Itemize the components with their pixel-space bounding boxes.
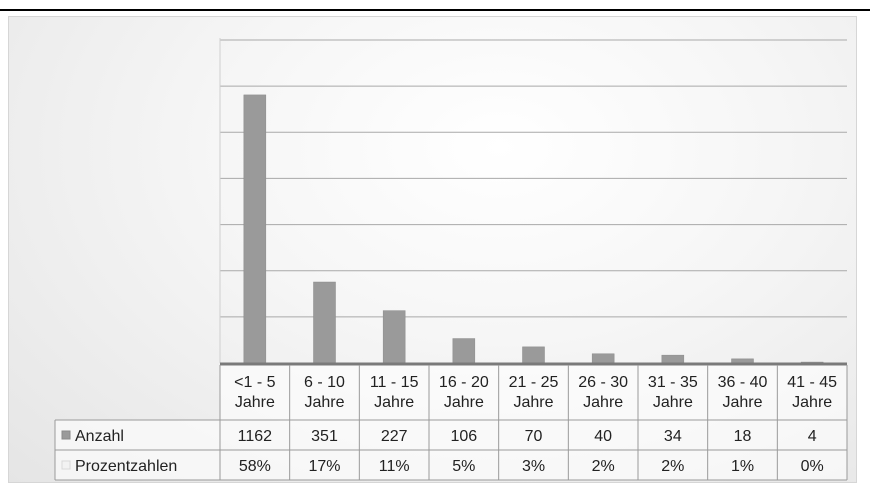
category-label-line: 16 - 20 <box>439 374 489 391</box>
category-label: 21 - 25 Jahre <box>509 374 559 411</box>
category-label-line: Jahre <box>583 394 623 411</box>
table-header-bg <box>220 365 847 420</box>
category-label: 11 - 15 Jahre <box>370 374 419 411</box>
bar-7 <box>731 358 754 364</box>
category-label: 36 - 40 Jahre <box>718 374 768 411</box>
data-label-1-5: 2% <box>592 458 615 475</box>
data-label-1-3: 5% <box>452 458 475 475</box>
data-label-0-3: 106 <box>450 428 477 445</box>
bar-0 <box>243 94 267 364</box>
gridlines <box>219 38 847 363</box>
category-label-line: Jahre <box>513 394 553 411</box>
category-label-line: Jahre <box>722 394 762 411</box>
bar-5 <box>591 353 615 364</box>
category-label-line: <1 - 5 <box>234 374 275 391</box>
category-label: 6 - 10 Jahre <box>304 374 345 411</box>
category-label: 41 - 45 Jahre <box>787 374 837 411</box>
data-label-1-0: 58% <box>239 458 271 475</box>
data-label-0-7: 18 <box>734 428 752 445</box>
category-label-line: Jahre <box>304 394 344 411</box>
category-label-line: Jahre <box>235 394 275 411</box>
data-label-0-8: 4 <box>808 428 817 445</box>
data-label-0-4: 70 <box>525 428 543 445</box>
category-label: 31 - 35 Jahre <box>648 374 698 411</box>
data-label-1-7: 1% <box>731 458 754 475</box>
data-label-0-5: 40 <box>594 428 612 445</box>
category-label-line: 31 - 35 <box>648 374 698 391</box>
data-label-1-6: 2% <box>661 458 684 475</box>
category-label-line: 26 - 30 <box>578 374 628 391</box>
data-label-0-2: 227 <box>381 428 408 445</box>
category-label: <1 - 5 Jahre <box>234 374 275 411</box>
bars <box>243 94 824 364</box>
category-label-line: 11 - 15 <box>370 374 419 391</box>
legend-key-1 <box>61 460 71 470</box>
data-label-0-0: 1162 <box>238 428 273 445</box>
legend-key-0 <box>61 430 71 440</box>
bar-2 <box>382 310 406 364</box>
data-label-0-1: 351 <box>311 428 338 445</box>
bar-4 <box>522 346 545 364</box>
data-label-1-2: 11% <box>379 458 410 475</box>
category-label-line: 6 - 10 <box>304 374 345 391</box>
bar-1 <box>313 281 336 364</box>
legend-label-0: Anzahl <box>75 428 124 445</box>
category-label-line: 21 - 25 <box>509 374 559 391</box>
legend-label-1: Prozentzahlen <box>75 458 177 475</box>
bar-3 <box>452 338 476 364</box>
category-label-line: 41 - 45 <box>787 374 837 391</box>
category-label-line: Jahre <box>374 394 414 411</box>
top-border-line <box>0 9 870 11</box>
category-label-line: Jahre <box>444 394 484 411</box>
category-label: 16 - 20 Jahre <box>439 374 489 411</box>
data-label-1-4: 3% <box>522 458 545 475</box>
category-label: 26 - 30 Jahre <box>578 374 628 411</box>
category-label-line: Jahre <box>653 394 693 411</box>
data-label-0-6: 34 <box>664 428 682 445</box>
bar-6 <box>661 354 685 364</box>
category-label-line: 36 - 40 <box>718 374 768 391</box>
category-label-line: Jahre <box>792 394 832 411</box>
data-label-1-1: 17% <box>308 458 340 475</box>
data-label-1-8: 0% <box>801 458 824 475</box>
